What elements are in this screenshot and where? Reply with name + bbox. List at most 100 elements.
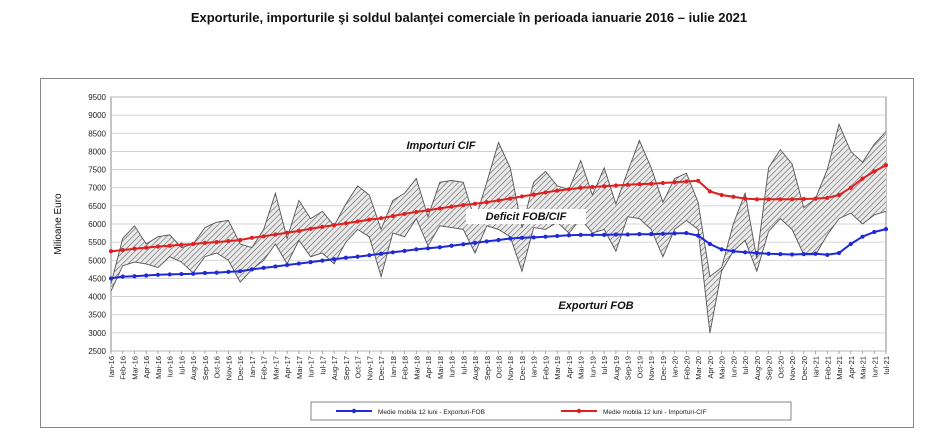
ma-exports-point	[226, 269, 231, 274]
ma-exports-point	[590, 232, 595, 237]
ma-imports-point	[543, 190, 548, 195]
ma-exports-point	[425, 246, 431, 251]
ma-exports-point	[578, 232, 583, 237]
y-tick-label: 9000	[88, 111, 106, 120]
ma-imports-point	[719, 192, 724, 198]
ma-imports-point	[496, 198, 501, 203]
ma-imports-point	[214, 240, 219, 245]
ma-imports-point	[836, 192, 842, 198]
y-tick-label: 9500	[88, 93, 106, 102]
x-tick-label: Sep-16	[201, 356, 210, 380]
x-tick-label: Iun-21	[870, 356, 879, 377]
ma-exports-point	[543, 234, 548, 239]
ma-imports-point	[332, 222, 337, 228]
ma-exports-point	[519, 235, 525, 240]
ma-imports-point	[813, 196, 818, 201]
ma-exports-point	[367, 253, 372, 258]
ma-imports-point	[566, 187, 572, 192]
x-tick-label: Iul-16	[177, 356, 186, 375]
ma-imports-point	[179, 242, 184, 247]
x-tick-label: Feb-18	[401, 356, 410, 380]
ma-exports-point	[238, 269, 243, 274]
x-tick-label: Sep-17	[342, 356, 351, 380]
x-tick-label: Feb-16	[119, 356, 128, 380]
ma-exports-point	[167, 272, 172, 277]
ma-exports-point	[602, 232, 607, 237]
ma-exports-point	[378, 251, 384, 256]
x-tick-label: Dec-16	[236, 356, 245, 380]
x-tick-label: Aug-19	[612, 356, 621, 380]
ma-imports-point	[320, 224, 325, 230]
ma-imports-point	[602, 184, 607, 189]
ma-exports-point	[789, 252, 795, 257]
chart: 2500 3000 3500 4000 4500 5000 5500 6000 6500 7000…	[53, 93, 891, 421]
ma-exports-point	[649, 232, 654, 237]
ma-imports-point	[472, 201, 478, 206]
ma-imports-point	[555, 188, 560, 193]
ma-exports-point	[202, 270, 208, 276]
ma-exports-point	[120, 274, 125, 279]
x-tick-label: Dec-19	[659, 356, 668, 380]
imports-cif-line	[110, 122, 887, 285]
ma-imports-point	[273, 232, 278, 237]
y-tick-label: 5000	[88, 256, 106, 265]
x-tick-label: Mar-20	[694, 356, 703, 380]
ma-exports-point	[285, 262, 290, 268]
ma-exports-point	[766, 251, 771, 256]
ma-exports-point	[566, 233, 572, 238]
legend-label: Medie mobila 12 luni - Exporturi-FOB	[378, 409, 485, 416]
ma-imports-point	[425, 208, 431, 213]
ma-exports-point	[461, 242, 466, 247]
legend-label: Medie mobila 12 luni - Importuri-CIF	[603, 409, 707, 416]
y-tick-label: 6500	[88, 202, 106, 211]
y-tick-label: 3000	[88, 329, 106, 338]
ma-imports-point	[789, 197, 795, 202]
x-tick-label: Iul-20	[741, 356, 750, 375]
ma-exports-point	[402, 248, 407, 253]
ma-exports-point	[355, 254, 360, 259]
ma-imports-point	[378, 216, 384, 221]
ma-exports-point	[696, 233, 701, 238]
ma-exports-point	[531, 235, 536, 240]
ma-exports-point	[332, 257, 337, 262]
ma-imports-point	[696, 178, 701, 183]
legend-swatch-marker	[576, 408, 582, 414]
ma-imports-point	[308, 226, 313, 231]
deficit-area	[111, 124, 886, 333]
ma-imports-point	[883, 163, 889, 168]
ma-imports-point	[754, 197, 759, 202]
ma-exports-point	[883, 226, 889, 232]
ma-imports-point	[484, 200, 489, 205]
x-tick-label: Apr-16	[142, 356, 151, 379]
y-tick-label: 2500	[88, 347, 106, 356]
y-axis-label: Milioane Euro	[53, 193, 64, 255]
ma-imports-point	[120, 248, 125, 253]
ma-exports-point	[449, 243, 454, 248]
ma-exports-point	[320, 258, 325, 263]
x-tick-label: Mai-17	[295, 356, 304, 379]
ma-imports-point	[742, 196, 748, 201]
y-tick-label: 7500	[88, 166, 106, 175]
ma-imports-point	[461, 203, 466, 208]
ma-imports-point	[649, 181, 654, 186]
x-tick-label: Iun-18	[448, 356, 457, 377]
ma-imports-point	[155, 244, 161, 249]
x-tick-label: Apr-17	[283, 356, 292, 379]
ma-exports-point	[848, 241, 853, 247]
ma-exports-point	[308, 260, 313, 265]
ma-exports-point	[742, 250, 748, 255]
ma-exports-point	[825, 252, 830, 257]
x-tick-label: Oct-19	[635, 356, 644, 379]
ma-imports-point	[132, 246, 137, 251]
x-tick-label: Dec-17	[377, 356, 386, 380]
ma-exports-point	[155, 272, 161, 277]
x-tick-label: Nov-19	[647, 356, 656, 380]
exports-fob-line	[110, 210, 887, 333]
ma-exports-point	[179, 271, 184, 277]
x-tick-label: Ian-21	[812, 356, 821, 377]
annotation-bg	[466, 209, 586, 224]
ma-exports-point	[625, 232, 630, 237]
ma-exports-point	[343, 255, 348, 260]
ma-exports-point	[801, 252, 806, 257]
ma-exports-point	[249, 267, 255, 272]
